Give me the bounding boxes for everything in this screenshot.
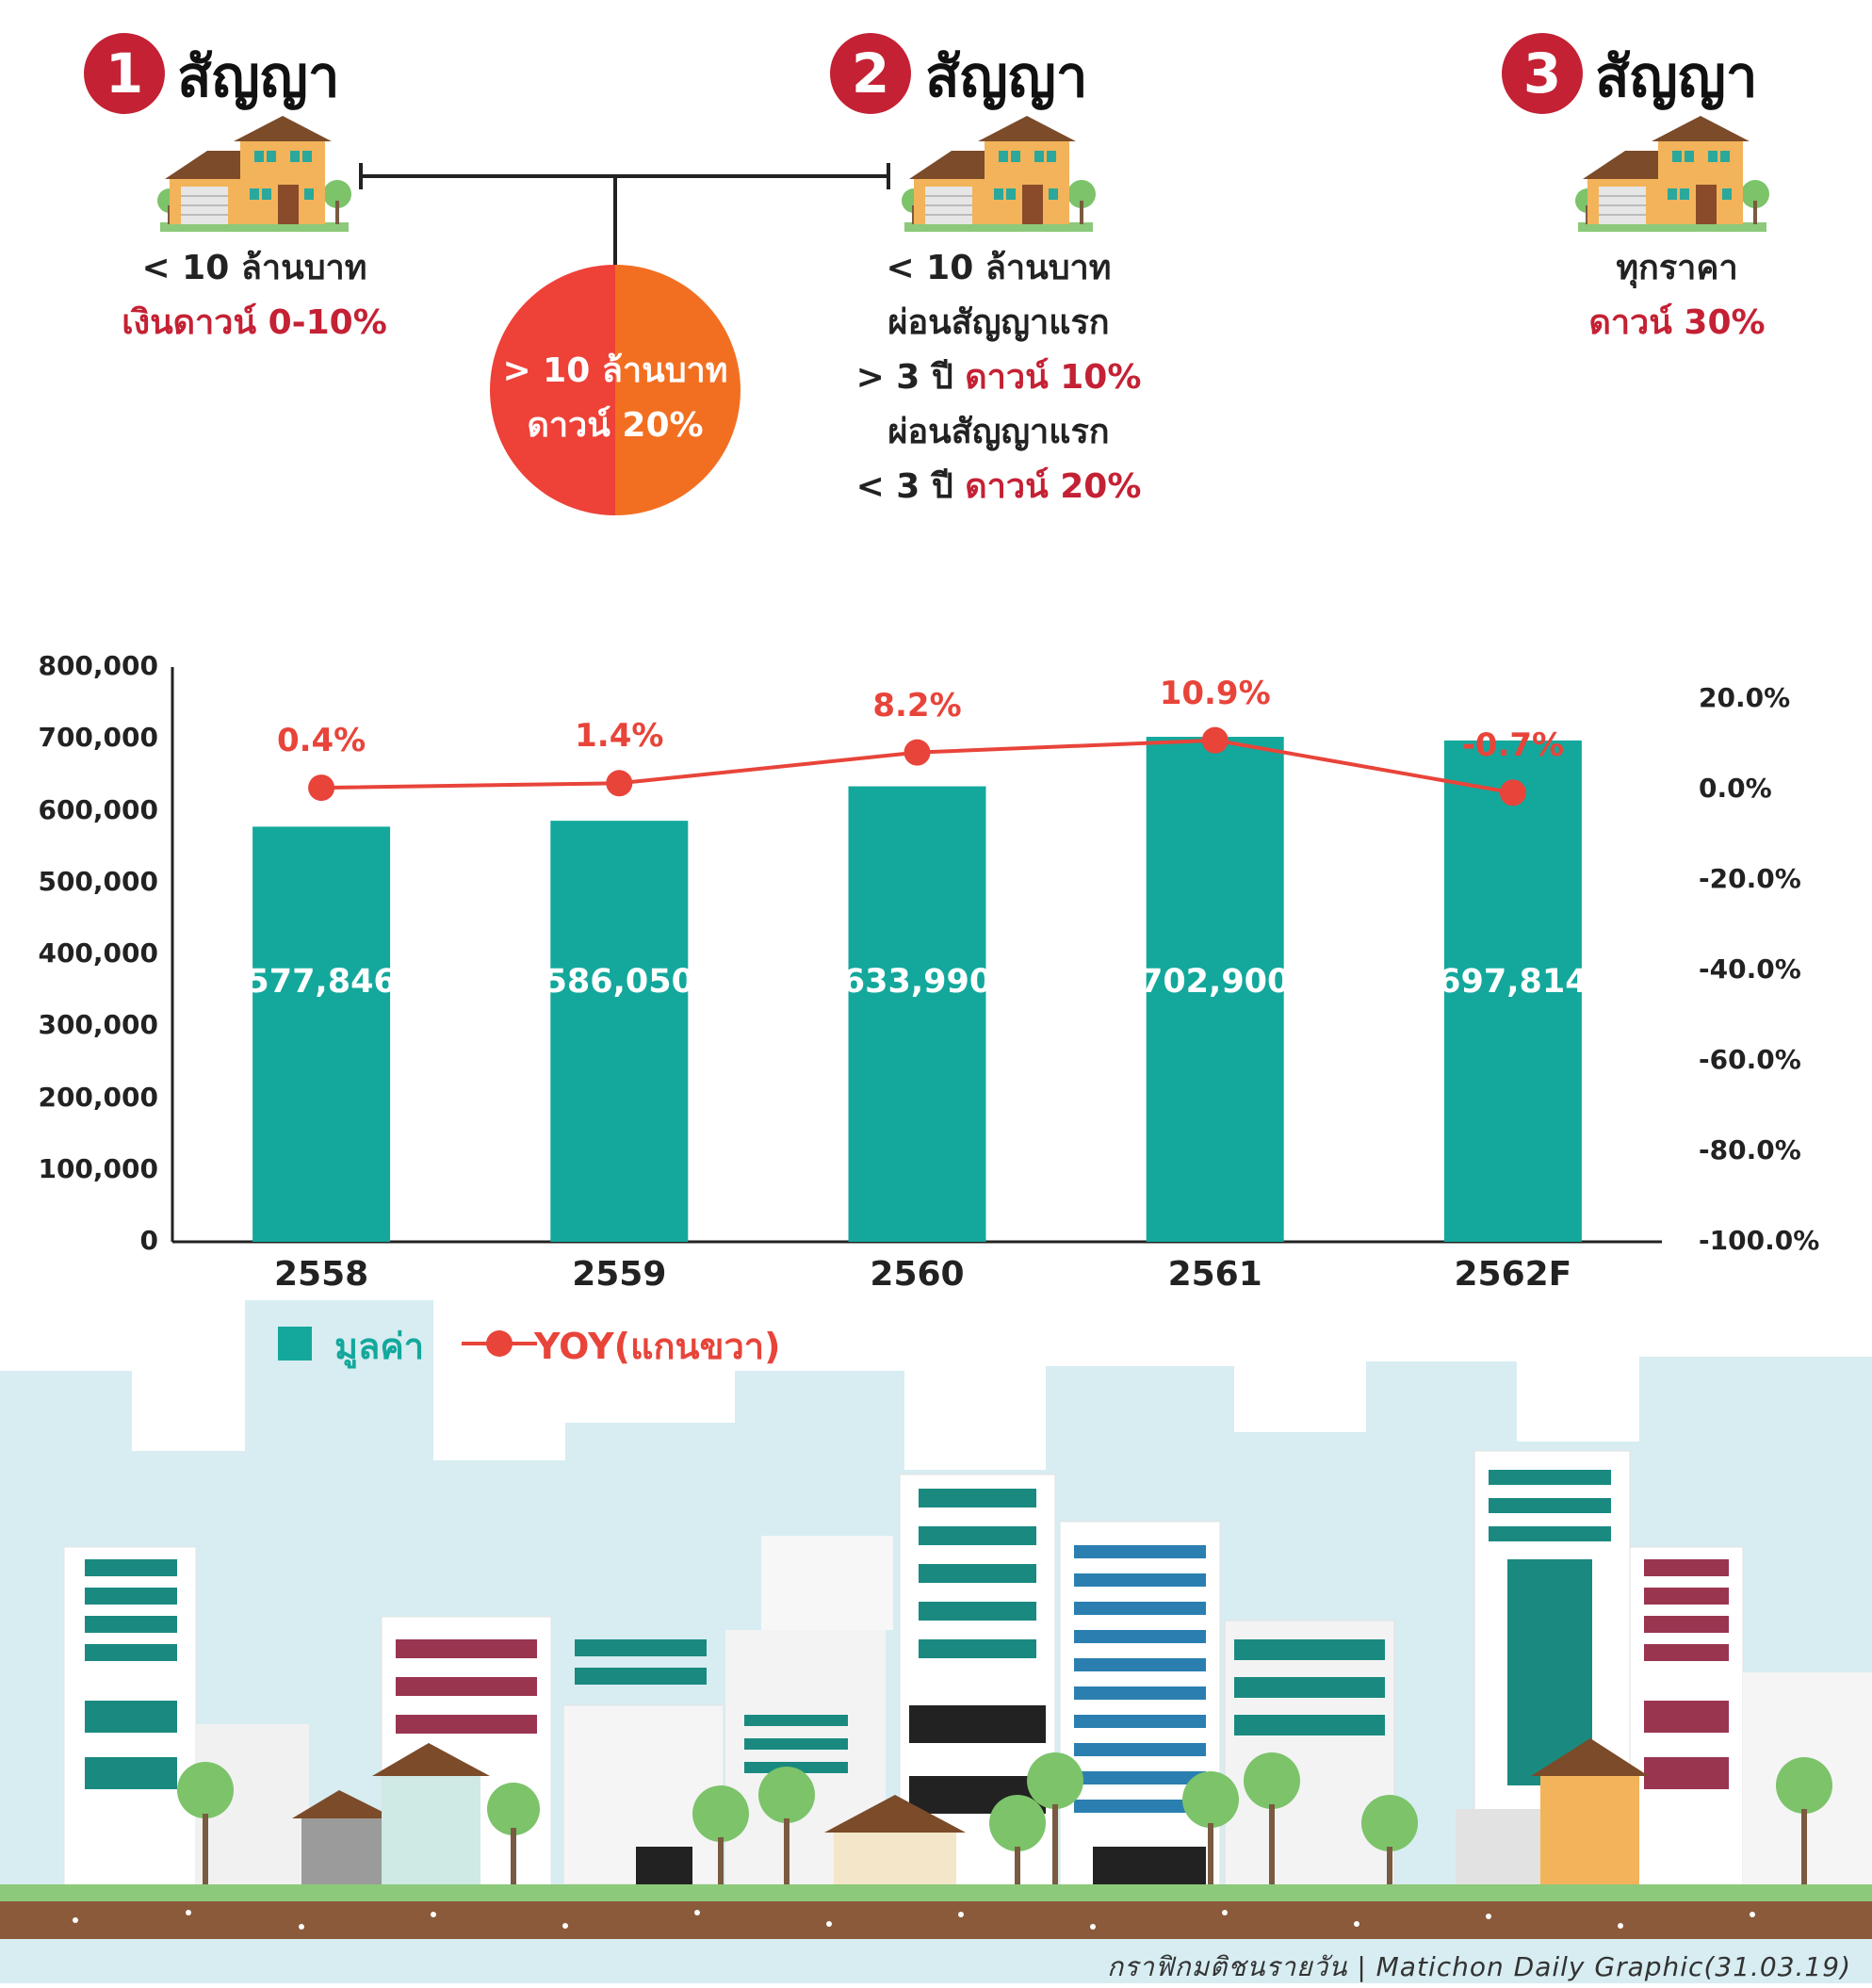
top-graphics (156, 115, 1770, 515)
bar-value-label-2559: 586,050 (544, 963, 694, 1001)
bar-value-label-2561: 702,900 (1139, 963, 1291, 1001)
right-tick-0: 20.0% (1699, 682, 1791, 713)
step-1-number: 1 (105, 41, 144, 106)
right-tick-6: -100.0% (1699, 1225, 1820, 1256)
step-1-line-2: เงินดาวน์ 0-10% (122, 303, 387, 342)
right-tick-3: -40.0% (1699, 953, 1801, 985)
step-2-line-4: ผ่อนสัญญาแรก (887, 413, 1110, 451)
circle-line-2: ดาวน์ 20% (527, 406, 704, 445)
step-2-badge: 2 (830, 33, 911, 114)
x-tick-2558: 2558 (273, 1255, 369, 1294)
step-2-line-3-prefix: > 3 ปี (855, 358, 966, 397)
circle-line-1: > 10 ล้านบาท (502, 351, 728, 390)
x-tick-2560: 2560 (870, 1255, 965, 1294)
step-2-line-5-value: ดาวน์ 20% (965, 467, 1142, 506)
step-1-line-1: < 10 ล้านบาท (141, 249, 367, 287)
step-2-line-3-value: ดาวน์ 10% (965, 358, 1142, 397)
step-3-line-2: ดาวน์ 30% (1588, 303, 1766, 342)
bar-value-label-2560: 633,990 (841, 963, 993, 1001)
ground-strip (0, 1901, 1872, 1939)
bar-value-label-2558: 577,846 (246, 963, 397, 1001)
yoy-label-2561: 10.9% (1159, 674, 1271, 712)
step-3-notes: ทุกราคา ดาวน์ 30% (1526, 241, 1828, 350)
circle-right-half (615, 265, 741, 515)
step-2-line-2: ผ่อนสัญญาแรก (887, 303, 1110, 342)
step-2-line-1: < 10 ล้านบาท (886, 249, 1112, 287)
left-tick-3: 500,000 (38, 865, 158, 897)
step-3-number: 3 (1522, 41, 1562, 106)
yoy-chart (171, 667, 1662, 1244)
right-tick-4: -60.0% (1699, 1044, 1801, 1075)
bar-2562F (1443, 740, 1582, 1242)
yoy-label-2558: 0.4% (276, 722, 366, 760)
bar-2558 (252, 826, 391, 1242)
step-3-line-1: ทุกราคา (1616, 249, 1738, 287)
step-1-badge: 1 (84, 33, 165, 114)
city-skyline-illustration (0, 1300, 1872, 1983)
step-3-headline: สัญญา (1595, 44, 1758, 110)
left-tick-6: 200,000 (38, 1081, 158, 1113)
right-tick-1: 0.0% (1699, 773, 1772, 804)
yoy-point-2558 (308, 774, 335, 802)
x-tick-2562F: 2562F (1454, 1255, 1572, 1294)
legend-line-label: YOY(แกนขวา) (534, 1326, 781, 1367)
step-3-badge: 3 (1502, 33, 1583, 114)
legend-bar-label: มูลค่า (334, 1326, 425, 1367)
left-tick-4: 400,000 (38, 937, 158, 969)
step-1-notes: < 10 ล้านบาท เงินดาวน์ 0-10% (94, 241, 415, 350)
yoy-point-2561 (1201, 726, 1229, 754)
grass-strip (0, 1884, 1872, 1901)
bar-2561 (1146, 737, 1284, 1242)
yoy-label-2562F: -0.7% (1461, 726, 1565, 765)
right-tick-2: -20.0% (1699, 863, 1801, 894)
yoy-point-2560 (903, 739, 931, 766)
x-tick-2561: 2561 (1167, 1255, 1262, 1294)
bar-2559 (550, 821, 689, 1242)
left-tick-0: 800,000 (38, 650, 158, 681)
right-tick-5: -80.0% (1699, 1134, 1801, 1165)
credit-text: กราฟิกมติชนรายวัน | Matichon Daily Graph… (1107, 1951, 1851, 1982)
step-2-headline: สัญญา (925, 44, 1088, 110)
yoy-point-2562F (1499, 779, 1526, 807)
x-tick-2559: 2559 (572, 1255, 667, 1294)
step-2-number: 2 (851, 41, 890, 106)
left-tick-7: 100,000 (38, 1152, 158, 1184)
legend-line-swatch (462, 1330, 537, 1357)
step-1-headline: สัญญา (177, 44, 340, 110)
yoy-label-2560: 8.2% (872, 686, 962, 725)
bar-value-label-2562F: 697,814 (1438, 963, 1588, 1001)
legend-bar-swatch (278, 1327, 312, 1361)
left-tick-1: 700,000 (38, 722, 158, 754)
left-tick-5: 300,000 (38, 1009, 158, 1041)
bar-2560 (848, 786, 986, 1242)
left-tick-2: 600,000 (38, 793, 158, 825)
yoy-point-2559 (606, 770, 633, 797)
left-tick-8: 0 (139, 1225, 158, 1256)
step-2-notes: < 10 ล้านบาท ผ่อนสัญญาแรก > 3 ปี ดาวน์ 1… (820, 241, 1178, 514)
yoy-label-2559: 1.4% (575, 717, 664, 756)
step-2-line-5-prefix: < 3 ปี (855, 467, 966, 506)
circle-left-half (490, 265, 615, 515)
circle-text: > 10 ล้านบาท ดาวน์ 20% (490, 344, 741, 453)
